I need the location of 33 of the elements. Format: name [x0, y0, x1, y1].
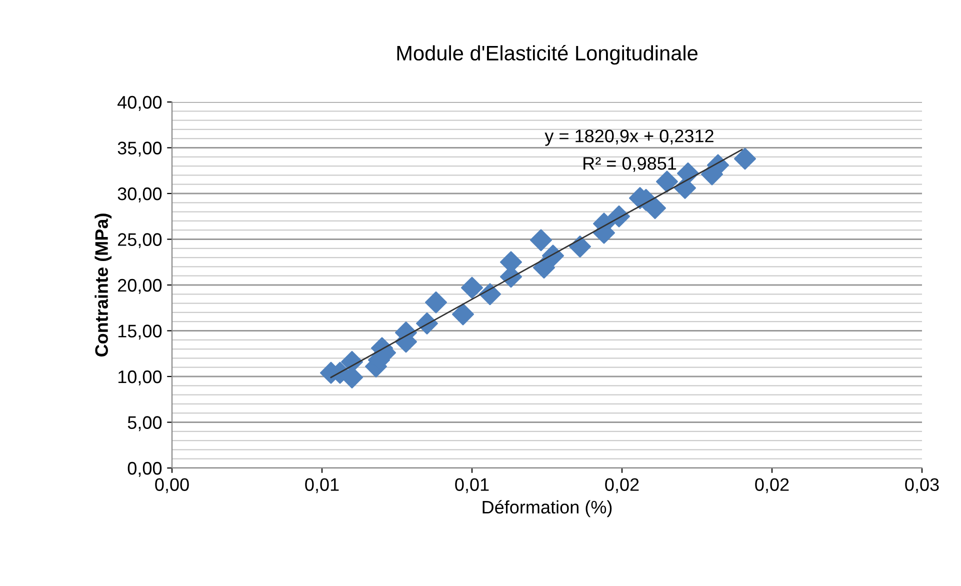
x-tick-label: 0,00	[155, 478, 189, 494]
point	[608, 205, 630, 228]
x-tick-label: 0,01	[305, 478, 339, 494]
y-tick-label: 20,00	[118, 278, 162, 294]
y-tick-label: 25,00	[118, 233, 162, 248]
chart-title: Module d'Elasticité Longitudinale	[397, 44, 698, 65]
point	[479, 283, 501, 306]
point	[530, 229, 552, 252]
point	[569, 236, 591, 258]
point	[677, 162, 699, 184]
x-tick-label: 0,02	[755, 478, 789, 494]
y-tick-label: 15,00	[118, 324, 162, 340]
y-tick-label: 30,00	[118, 187, 162, 202]
point	[734, 148, 756, 170]
point	[452, 303, 474, 326]
x-tick-label: 0,02	[605, 478, 639, 494]
y-tick-label: 0,00	[128, 462, 162, 477]
x-tick-label: 0,03	[905, 478, 939, 494]
y-tick-label: 40,00	[118, 96, 162, 111]
point	[461, 276, 483, 299]
y-axis-title: Contrainte (MPa)	[94, 214, 112, 356]
point	[542, 244, 564, 267]
point	[644, 197, 666, 220]
point	[656, 170, 678, 193]
point	[416, 312, 438, 334]
x-axis-title: Déformation (%)	[482, 500, 612, 518]
y-tick-label: 5,00	[128, 416, 162, 432]
y-tick-label: 35,00	[118, 142, 162, 157]
x-tick-label: 0,01	[455, 478, 489, 494]
annotation: R² = 0,9851	[584, 157, 676, 172]
point	[425, 291, 447, 314]
y-tick-label: 10,00	[118, 370, 162, 386]
annotation: y = 1820,9x + 0,2312	[544, 130, 714, 146]
